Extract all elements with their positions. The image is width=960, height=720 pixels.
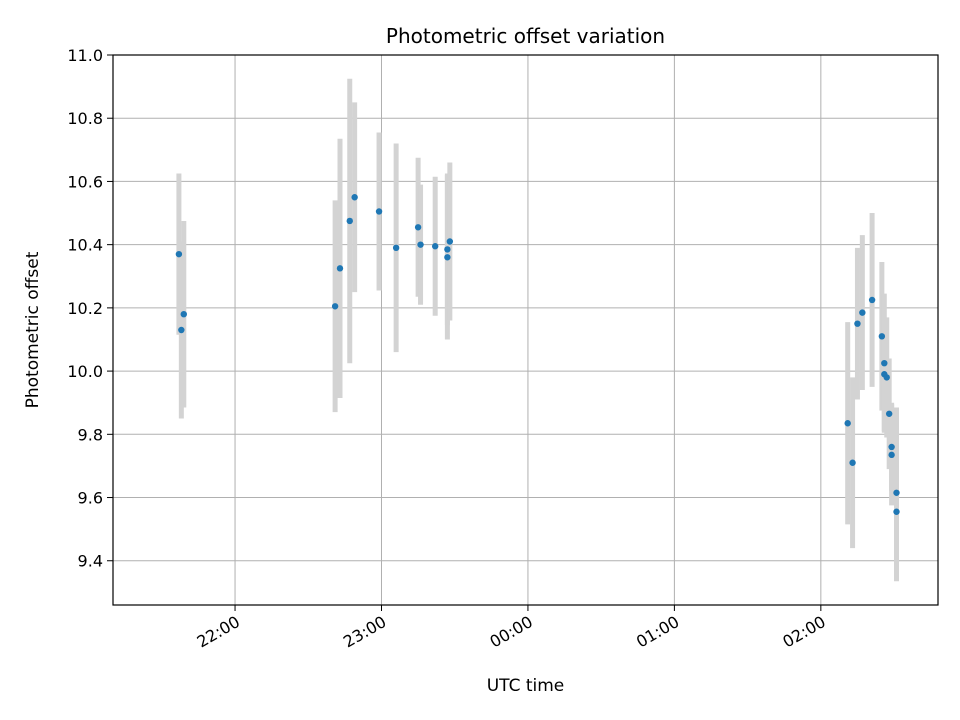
y-tick-label: 10.6	[67, 172, 103, 191]
y-axis-label: Photometric offset	[23, 251, 43, 408]
data-point	[180, 310, 187, 318]
data-point	[893, 489, 900, 496]
y-tick-label: 11.0	[67, 46, 103, 65]
data-point	[444, 246, 451, 253]
data-point	[336, 265, 344, 272]
chart-title: Photometric offset variation	[386, 24, 665, 48]
data-point	[178, 326, 185, 334]
data-point	[392, 244, 400, 252]
data-point	[849, 459, 856, 466]
y-tick-label: 10.8	[67, 109, 103, 128]
y-tick-label: 10.2	[67, 299, 103, 318]
y-tick-label: 10.0	[67, 362, 103, 381]
data-point	[414, 224, 422, 231]
data-point	[844, 420, 851, 427]
y-axis-ticks: 9.4 9.6 9.8 10.0 10.2 10.4 10.6 10.8 11.0	[67, 46, 113, 571]
y-tick-label: 9.4	[78, 552, 103, 571]
data-point	[446, 238, 454, 245]
data-point	[854, 320, 861, 327]
data-point	[881, 359, 888, 367]
data-point	[878, 333, 886, 340]
data-point	[175, 250, 183, 258]
data-point	[346, 217, 353, 225]
data-point	[883, 374, 890, 381]
data-point	[888, 443, 895, 451]
data-point	[417, 241, 424, 248]
data-point	[375, 208, 383, 215]
data-point	[888, 451, 895, 459]
plot-frame	[112, 54, 939, 606]
data-point	[444, 254, 451, 261]
data-point	[351, 194, 358, 201]
data-point	[431, 243, 439, 250]
data-point	[868, 296, 876, 304]
data-point	[331, 303, 339, 310]
data-point	[885, 410, 893, 417]
y-tick-label: 9.8	[78, 425, 103, 444]
y-tick-label: 10.4	[67, 236, 103, 255]
data-point	[859, 309, 866, 316]
data-points	[175, 194, 900, 515]
data-point	[893, 508, 900, 515]
y-tick-label: 9.6	[78, 489, 103, 508]
x-axis-label: UTC time	[487, 676, 565, 696]
